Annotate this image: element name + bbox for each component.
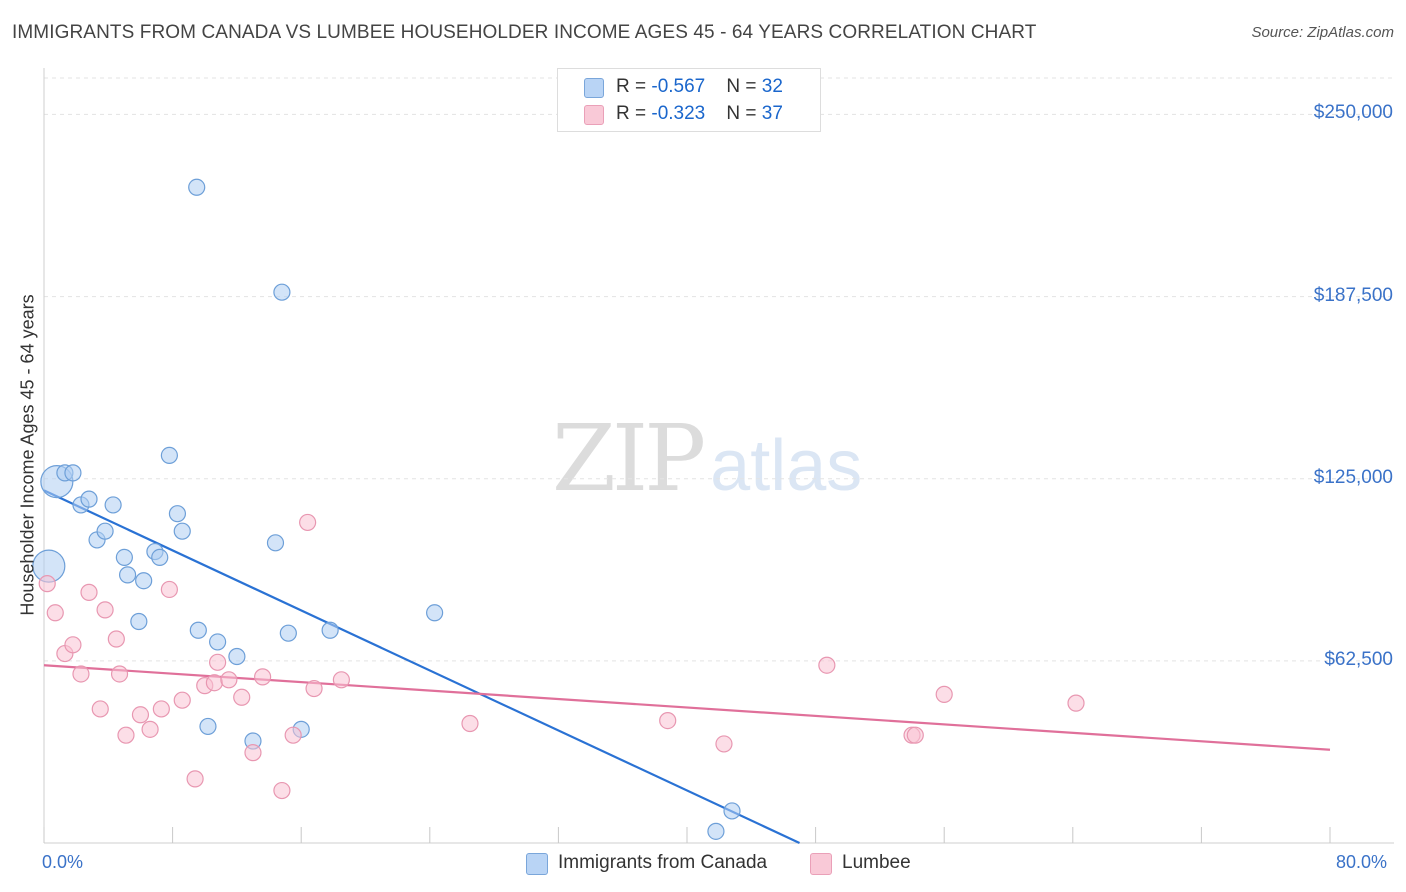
point-canada bbox=[168, 505, 187, 523]
trend-line-canada bbox=[43, 489, 800, 844]
legend-n-label: N = bbox=[726, 103, 762, 124]
bottom-legend-swatch-lumbee bbox=[810, 853, 832, 875]
point-canada bbox=[426, 604, 444, 622]
legend-swatch-lumbee bbox=[584, 105, 604, 125]
point-lumbee bbox=[96, 601, 114, 619]
point-canada bbox=[273, 283, 291, 301]
point-lumbee bbox=[273, 781, 291, 800]
point-lumbee bbox=[80, 583, 98, 601]
point-canada bbox=[96, 522, 114, 540]
point-lumbee bbox=[906, 726, 924, 744]
data-points bbox=[32, 178, 1085, 840]
point-canada bbox=[104, 496, 122, 514]
point-lumbee bbox=[160, 580, 178, 599]
point-lumbee bbox=[935, 685, 953, 703]
point-lumbee bbox=[72, 665, 90, 683]
point-canada bbox=[321, 621, 339, 639]
legend-n-label: N = bbox=[726, 76, 762, 97]
x-tick-label-min: 0.0% bbox=[42, 852, 84, 872]
point-lumbee bbox=[64, 636, 82, 654]
point-canada bbox=[188, 178, 206, 196]
bottom-legend-label-lumbee: Lumbee bbox=[842, 852, 911, 873]
point-lumbee bbox=[1067, 694, 1085, 712]
point-lumbee bbox=[152, 700, 170, 718]
y-axis-label: Householder Income Ages 45 - 64 years bbox=[17, 294, 38, 616]
point-lumbee bbox=[38, 575, 56, 593]
legend-r-label: R = bbox=[616, 103, 652, 124]
point-lumbee bbox=[332, 671, 350, 689]
source-attribution: Source: ZipAtlas.com bbox=[1251, 24, 1394, 41]
point-lumbee bbox=[233, 688, 251, 706]
grid-lines bbox=[44, 77, 1394, 662]
point-canada bbox=[135, 572, 153, 590]
y-tick-label: $187,500 bbox=[1313, 284, 1393, 306]
y-tick-label: $125,000 bbox=[1313, 466, 1393, 488]
point-canada bbox=[80, 490, 98, 508]
point-lumbee bbox=[209, 653, 227, 671]
point-lumbee bbox=[659, 711, 677, 730]
watermark: ZIP atlas bbox=[552, 405, 862, 512]
y-tick-label: $250,000 bbox=[1313, 102, 1393, 124]
trend-lines bbox=[43, 489, 1331, 844]
bottom-legend-swatch-canada bbox=[526, 853, 548, 875]
correlation-legend: R = -0.567 N = 32 R = -0.323 N = 37 bbox=[557, 68, 821, 132]
legend-text-lumbee: R = -0.323 N = 37 bbox=[616, 103, 783, 125]
legend-n-value: 37 bbox=[761, 103, 783, 124]
point-lumbee bbox=[244, 744, 262, 762]
point-lumbee bbox=[173, 691, 191, 709]
point-canada bbox=[130, 612, 148, 631]
legend-n-value: 32 bbox=[761, 76, 783, 97]
point-lumbee bbox=[220, 671, 238, 689]
point-lumbee bbox=[110, 665, 129, 683]
chart-title: IMMIGRANTS FROM CANADA VS LUMBEE HOUSEHO… bbox=[12, 22, 1037, 43]
point-canada bbox=[279, 624, 297, 642]
point-lumbee bbox=[117, 726, 135, 744]
point-canada bbox=[115, 548, 133, 567]
y-tick-label: $62,500 bbox=[1324, 648, 1393, 670]
point-canada bbox=[160, 446, 178, 464]
point-lumbee bbox=[284, 726, 302, 744]
legend-r-value: -0.323 bbox=[651, 103, 706, 124]
point-canada bbox=[173, 522, 191, 540]
watermark-zip: ZIP bbox=[552, 405, 706, 512]
point-canada bbox=[266, 534, 285, 552]
bottom-legend-label-canada: Immigrants from Canada bbox=[558, 852, 768, 873]
legend-r-value: -0.567 bbox=[651, 76, 706, 97]
point-lumbee bbox=[107, 630, 125, 648]
point-canada bbox=[189, 621, 207, 639]
point-lumbee bbox=[818, 656, 836, 674]
watermark-atlas: atlas bbox=[710, 426, 863, 506]
point-canada bbox=[118, 566, 137, 584]
point-canada bbox=[707, 822, 725, 840]
point-canada bbox=[723, 802, 741, 820]
point-lumbee bbox=[461, 714, 479, 733]
point-canada bbox=[64, 464, 82, 482]
point-lumbee bbox=[299, 513, 317, 532]
point-canada bbox=[199, 717, 217, 736]
axes bbox=[43, 68, 1394, 844]
point-lumbee bbox=[186, 770, 204, 788]
point-lumbee bbox=[46, 604, 64, 622]
point-canada bbox=[151, 548, 169, 567]
point-lumbee bbox=[91, 700, 109, 718]
point-lumbee bbox=[715, 735, 733, 753]
point-lumbee bbox=[131, 706, 150, 724]
legend-swatch-canada bbox=[584, 78, 604, 98]
point-canada bbox=[228, 647, 246, 666]
x-tick-label-max: 80.0% bbox=[1336, 852, 1388, 872]
point-canada bbox=[209, 633, 227, 651]
point-lumbee bbox=[141, 720, 159, 738]
point-lumbee bbox=[305, 679, 323, 698]
legend-text-canada: R = -0.567 N = 32 bbox=[616, 76, 783, 98]
point-lumbee bbox=[205, 674, 223, 692]
point-lumbee bbox=[254, 668, 272, 686]
legend-r-label: R = bbox=[616, 76, 652, 97]
